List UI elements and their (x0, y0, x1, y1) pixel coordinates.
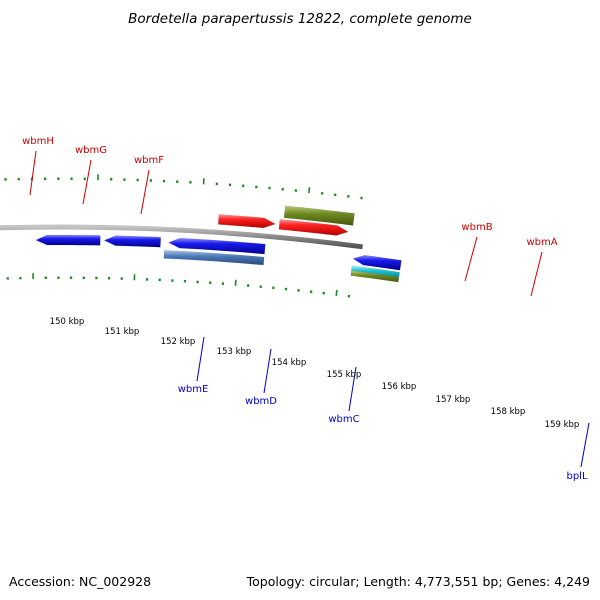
leader-line-wbmH (29, 150, 37, 196)
scale-label: 158 kbp (491, 407, 526, 417)
scale-label: 150 kbp (50, 317, 85, 327)
tick-marks (4, 174, 363, 298)
leader-line-wbmB (464, 236, 478, 282)
leader-line-bplL (580, 422, 590, 468)
leader-line-wbmA (530, 251, 543, 297)
inner-tick (335, 289, 338, 296)
accession-text: Accession: NC_002928 (9, 574, 151, 589)
gene-label-wbmF: wbmF (134, 155, 164, 166)
gene-label-wbmD: wbmD (245, 396, 277, 407)
genome-summary-text: Topology: circular; Length: 4,773,551 bp… (246, 574, 590, 589)
olive-feature-bplL (350, 270, 400, 283)
gene-features (35, 205, 402, 283)
scale-labels: 150 kbp 151 kbp 152 kbp 153 kbp 154 kbp 155 k… (50, 317, 580, 430)
olive-feature-wbmA (283, 205, 355, 226)
blue-feature-bplL (352, 254, 402, 271)
gene-label-wbmG: wbmG (75, 145, 107, 156)
gene-label-bplL: bplL (566, 471, 587, 482)
steelblue-feature-wbmC (163, 250, 265, 266)
scale-label: 154 kbp (272, 358, 307, 368)
map-title: Bordetella parapertussis 12822, complete… (128, 11, 472, 27)
gene-labels: wbmH wbmG wbmF wbmB wbmA wbmE wbmD wbmC bplL (22, 136, 588, 482)
blue-feature-wbmE (35, 234, 101, 246)
label-leaders (29, 150, 590, 468)
red-feature-wbmB (217, 214, 276, 229)
scale-label: 157 kbp (436, 395, 471, 405)
leader-line-wbmE (196, 336, 205, 382)
gene-label-wbmA: wbmA (526, 237, 557, 248)
blue-feature-wbmC (167, 237, 266, 255)
leader-line-wbmF (140, 169, 150, 215)
gene-label-wbmB: wbmB (461, 222, 492, 233)
leader-line-wbmG (82, 159, 92, 205)
gene-label-wbmH: wbmH (22, 136, 54, 147)
scale-label: 151 kbp (105, 327, 140, 337)
scale-label: 153 kbp (217, 347, 252, 357)
genome-backbone (0, 224, 363, 250)
scale-label: 155 kbp (327, 370, 362, 380)
scale-label: 159 kbp (545, 420, 580, 430)
leader-line-wbmD (263, 348, 272, 394)
gene-label-wbmC: wbmC (328, 414, 359, 425)
scale-label: 156 kbp (382, 382, 417, 392)
gene-label-wbmE: wbmE (178, 384, 209, 395)
scale-label: 152 kbp (161, 337, 196, 347)
leader-line-wbmC (348, 366, 357, 412)
blue-feature-wbmD (103, 235, 162, 248)
red-feature-wbmA (278, 219, 349, 236)
outer-tick (308, 187, 311, 194)
